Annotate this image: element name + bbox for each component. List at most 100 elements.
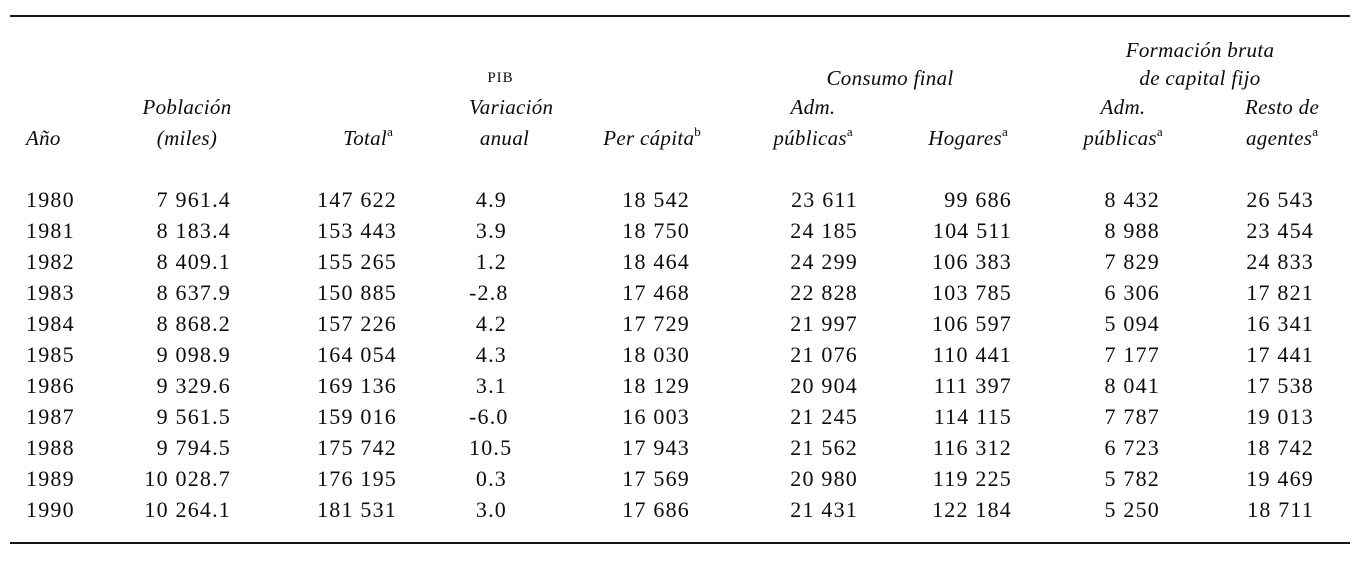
table-cell: 1983 xyxy=(26,280,75,305)
spacer-cell xyxy=(0,17,1074,63)
table-cell: 0.3 xyxy=(475,466,507,491)
table-cell: 7 177 xyxy=(1104,342,1160,367)
table-body: 1980 7 961.4 147 622 4.9 18 542 23 611 99 686 8… xyxy=(0,152,1359,525)
table-cell: 20 904 xyxy=(790,373,858,398)
table-top-rule xyxy=(10,15,1350,17)
table-cell: 119 225 xyxy=(932,466,1012,491)
table-cell: 8 988 xyxy=(1104,218,1160,243)
table-cell: 4.9 xyxy=(475,187,507,212)
table-cell: 175 742 xyxy=(317,435,397,460)
table-cell: 20 980 xyxy=(790,466,858,491)
group-header-formacion-line1: Formación bruta xyxy=(1125,38,1275,62)
column-header-percapita-top xyxy=(540,92,764,121)
table-row: 1986 9 329.6 169 136 3.1 18 129 20 904 111 397… xyxy=(0,370,1359,401)
table-cell: 181 531 xyxy=(317,497,397,522)
table-cell: 8 432 xyxy=(1104,187,1160,212)
table-cell: 157 226 xyxy=(317,311,397,336)
table-cell: 9 329.6 xyxy=(156,373,231,398)
table-cell: 1985 xyxy=(26,342,75,367)
table-cell: 17 468 xyxy=(622,280,690,305)
table-cell: 17 441 xyxy=(1246,342,1315,367)
column-header-hogares: Hogaresa xyxy=(928,124,1008,150)
footnote-marker: a xyxy=(846,124,853,139)
table-cell: -2.8 xyxy=(469,280,509,305)
table-cell: 8 637.9 xyxy=(156,280,231,305)
table-cell: 103 785 xyxy=(932,280,1012,305)
table-cell: 21 997 xyxy=(790,311,858,336)
table-cell: 5 094 xyxy=(1104,311,1160,336)
table-cell: 1.2 xyxy=(475,249,507,274)
table-cell: 22 828 xyxy=(790,280,858,305)
table-cell: 4.2 xyxy=(475,311,507,336)
column-header-poblacion-top: Población xyxy=(142,95,232,119)
table-cell: 18 742 xyxy=(1246,435,1315,460)
table-cell: 17 821 xyxy=(1246,280,1315,305)
table-cell: 18 750 xyxy=(622,218,690,243)
table-cell: 155 265 xyxy=(317,249,397,274)
table-cell: 150 885 xyxy=(317,280,397,305)
table-cell: 4.3 xyxy=(475,342,507,367)
table-cell: 106 597 xyxy=(932,311,1012,336)
column-header-total: Totala xyxy=(343,124,393,150)
column-header-variacion-top: Variación xyxy=(469,95,554,119)
table-cell: 8 183.4 xyxy=(156,218,231,243)
group-header-formacion-line2: de capital fijo xyxy=(1139,66,1261,90)
table-row: 1984 8 868.2 157 226 4.2 17 729 21 997 106 597… xyxy=(0,308,1359,339)
group-header-row-2: PIB Consumo final de capital fijo xyxy=(0,63,1359,92)
table-cell: 176 195 xyxy=(317,466,397,491)
table-cell: 3.1 xyxy=(475,373,507,398)
table-row: 1988 9 794.5 175 742 10.5 17 943 21 562 116 31… xyxy=(0,432,1359,463)
column-header-row-2: Año (miles) Totala anual Per cápitab púb… xyxy=(0,121,1359,152)
table-cell: 147 622 xyxy=(317,187,397,212)
table-row: 1982 8 409.1 155 265 1.2 18 464 24 299 106 383… xyxy=(0,246,1359,277)
footnote-marker: a xyxy=(1312,124,1319,139)
table-cell: 23 611 xyxy=(791,187,858,212)
column-header-ano: Año xyxy=(26,126,61,150)
table-cell: 5 250 xyxy=(1104,497,1160,522)
table-row: 1989 10 028.7 176 195 0.3 17 569 20 980 119 22… xyxy=(0,463,1359,494)
table-cell: 21 076 xyxy=(790,342,858,367)
table-cell: 169 136 xyxy=(317,373,397,398)
table-cell: 1989 xyxy=(26,466,75,491)
table-cell: 116 312 xyxy=(932,435,1012,460)
table-cell: 17 686 xyxy=(622,497,690,522)
table-cell: 8 041 xyxy=(1104,373,1160,398)
table-cell: 17 538 xyxy=(1246,373,1315,398)
table-cell: 1987 xyxy=(26,404,75,429)
table-cell: 1990 xyxy=(26,497,75,522)
table-cell: 24 833 xyxy=(1246,249,1315,274)
table-cell: 159 016 xyxy=(317,404,397,429)
table-cell: 18 129 xyxy=(622,373,690,398)
table-cell: 3.9 xyxy=(475,218,507,243)
table-cell: 7 787 xyxy=(1104,404,1160,429)
column-header-anual: anual xyxy=(479,126,530,150)
table-cell: 24 185 xyxy=(790,218,858,243)
table-cell: 9 561.5 xyxy=(156,404,231,429)
column-header-resto-top: Resto de xyxy=(1244,95,1320,119)
column-header-poblacion-miles: (miles) xyxy=(156,126,218,150)
table-row: 1990 10 264.1 181 531 3.0 17 686 21 431 122 18… xyxy=(0,494,1359,525)
table-cell: 10 264.1 xyxy=(144,497,231,522)
table-cell: 10.5 xyxy=(469,435,513,460)
column-header-row-1: Población Variación Adm. Adm. Resto de xyxy=(0,92,1359,121)
footnote-marker: b xyxy=(694,124,701,139)
table-cell: 104 511 xyxy=(932,218,1012,243)
table-row: 1987 9 561.5 159 016 -6.0 16 003 21 245 114 11… xyxy=(0,401,1359,432)
table-cell: 17 569 xyxy=(622,466,690,491)
table-cell: 1986 xyxy=(26,373,75,398)
table-cell: 164 054 xyxy=(317,342,397,367)
table-cell: 99 686 xyxy=(944,187,1012,212)
column-header-publicas-consumo: públicasa xyxy=(773,124,853,150)
column-header-hogares-top xyxy=(862,92,1074,121)
table-cell: 21 245 xyxy=(790,404,858,429)
table-cell: 9 794.5 xyxy=(156,435,231,460)
table-cell: 26 543 xyxy=(1246,187,1315,212)
table-cell: 21 562 xyxy=(790,435,858,460)
table-cell: 16 003 xyxy=(622,404,690,429)
table-cell: 7 829 xyxy=(1104,249,1160,274)
table-cell: 106 383 xyxy=(932,249,1012,274)
table-cell: 19 013 xyxy=(1246,404,1315,429)
column-header-ano-top xyxy=(0,92,107,121)
table-cell: 7 961.4 xyxy=(156,187,231,212)
